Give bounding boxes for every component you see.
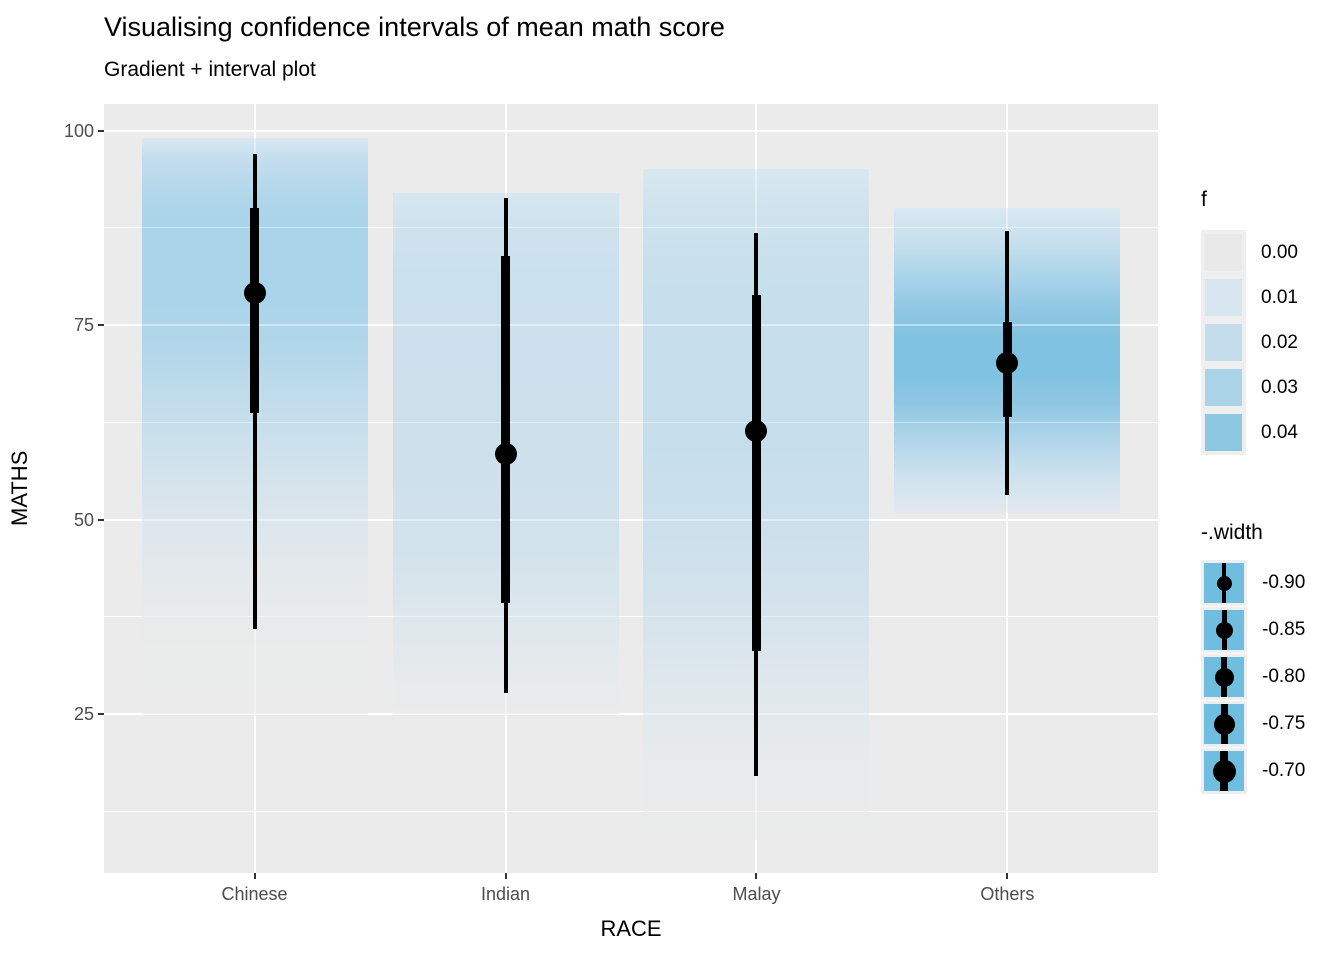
y-tick-label: 50 xyxy=(73,509,94,530)
legend-f-label: 0.01 xyxy=(1261,286,1298,308)
gridline-minor xyxy=(104,616,1158,618)
y-axis-title: MATHS xyxy=(7,450,32,527)
legend-f-entry: 0.00 xyxy=(1201,230,1298,275)
legend-width-label: -0.85 xyxy=(1262,619,1306,640)
pointinterval-icon xyxy=(1204,657,1244,697)
legend-width-label: -0.80 xyxy=(1262,666,1306,687)
gridline-minor xyxy=(104,810,1158,812)
legend-f-label: 0.02 xyxy=(1261,331,1298,353)
pointinterval-icon xyxy=(1204,563,1244,603)
legend-width-key xyxy=(1201,560,1247,606)
y-axis-tick xyxy=(98,713,104,715)
legend-width-label: -0.90 xyxy=(1262,572,1306,593)
legend-f-entry: 0.02 xyxy=(1201,320,1298,365)
x-axis-tick xyxy=(253,873,256,879)
pointinterval-dot-icon xyxy=(1216,575,1232,591)
legend-width-entry: -0.85 xyxy=(1201,607,1305,653)
legend-f-key xyxy=(1201,410,1246,455)
pointinterval-dot-icon xyxy=(1213,713,1235,735)
legend-width-label: -0.75 xyxy=(1262,713,1306,734)
chart-title: Visualising confidence intervals of mean… xyxy=(104,12,725,42)
gridline-minor xyxy=(104,227,1158,229)
x-tick-label: Indian xyxy=(480,884,531,904)
interval-thick-indian xyxy=(501,255,511,603)
y-axis-tick xyxy=(98,129,104,132)
legend-f-swatch-icon xyxy=(1205,414,1242,451)
gridline-minor-overlay xyxy=(104,227,1158,229)
legend-width-entry: -0.70 xyxy=(1201,748,1305,794)
pointinterval-icon xyxy=(1204,751,1244,791)
legend-f-key xyxy=(1201,230,1246,275)
plot-panel xyxy=(104,104,1158,873)
pointinterval-icon xyxy=(1204,704,1244,744)
legend-f-key xyxy=(1201,365,1246,410)
pointinterval-dot-icon xyxy=(1212,759,1236,783)
interval-thick-malay xyxy=(751,294,761,651)
legend-width-key xyxy=(1201,654,1247,700)
gridline-minor-overlay xyxy=(104,421,1158,423)
legend-f-label: 0.04 xyxy=(1261,421,1298,443)
legend-f-entry: 0.03 xyxy=(1201,365,1298,410)
legend-f-label: 0.03 xyxy=(1261,376,1298,398)
legend-f-swatch-icon xyxy=(1205,234,1242,271)
legend-f-title: f xyxy=(1201,188,1207,211)
legend-f-label: 0.00 xyxy=(1261,241,1298,263)
legend-width-key xyxy=(1201,701,1247,747)
legend-f-swatch-icon xyxy=(1205,324,1242,361)
interval-thick-chinese xyxy=(250,208,260,413)
legend-width-entry: -0.75 xyxy=(1201,701,1305,747)
gridline-major-overlay xyxy=(104,713,1158,715)
chart-subtitle: Gradient + interval plot xyxy=(104,58,316,81)
gridline-major xyxy=(104,129,1158,132)
x-axis-title: RACE xyxy=(600,916,662,941)
legend-f-entry: 0.01 xyxy=(1201,275,1298,320)
gridline-major-overlay xyxy=(104,518,1158,521)
x-axis-tick xyxy=(1006,873,1009,879)
gridline-major xyxy=(104,713,1158,715)
legend-width-key xyxy=(1201,607,1247,653)
legend-width-entry: -0.90 xyxy=(1201,560,1305,606)
mean-point-indian xyxy=(494,443,517,466)
legend-f-key xyxy=(1201,320,1246,365)
legend-f-swatch-icon xyxy=(1205,279,1242,316)
x-tick-label: Malay xyxy=(732,884,781,904)
legend-f-entry: 0.04 xyxy=(1201,410,1298,455)
x-axis-tick xyxy=(504,873,507,879)
x-tick-label: Chinese xyxy=(221,884,288,904)
legend-f-swatch-icon xyxy=(1205,369,1242,406)
y-tick-label: 25 xyxy=(73,704,94,724)
pointinterval-dot-icon xyxy=(1215,621,1233,639)
mean-point-malay xyxy=(745,419,768,442)
gridline-minor-overlay xyxy=(104,616,1158,618)
mean-point-chinese xyxy=(243,282,266,305)
pointinterval-icon xyxy=(1204,610,1244,650)
x-axis-tick xyxy=(755,873,758,879)
gridline-minor-overlay xyxy=(104,810,1158,812)
y-tick-label: 75 xyxy=(73,315,94,335)
x-tick-label: Others xyxy=(980,884,1035,904)
gridline-minor xyxy=(104,421,1158,423)
gridline-major-overlay xyxy=(104,129,1158,132)
legend-width-label: -0.70 xyxy=(1262,760,1306,781)
y-axis-tick xyxy=(98,518,104,521)
legend-width-entry: -0.80 xyxy=(1201,654,1305,700)
mean-point-others xyxy=(996,352,1019,375)
y-axis-tick xyxy=(98,324,104,326)
gridline-major xyxy=(104,518,1158,521)
legend-width-key xyxy=(1201,748,1247,794)
legend-f-key xyxy=(1201,275,1246,320)
y-tick-label: 100 xyxy=(63,120,94,141)
pointinterval-dot-icon xyxy=(1214,667,1234,687)
gridline-major-overlay xyxy=(104,324,1158,326)
gridline-major xyxy=(104,324,1158,326)
legend-width-title: -.width xyxy=(1201,521,1263,544)
